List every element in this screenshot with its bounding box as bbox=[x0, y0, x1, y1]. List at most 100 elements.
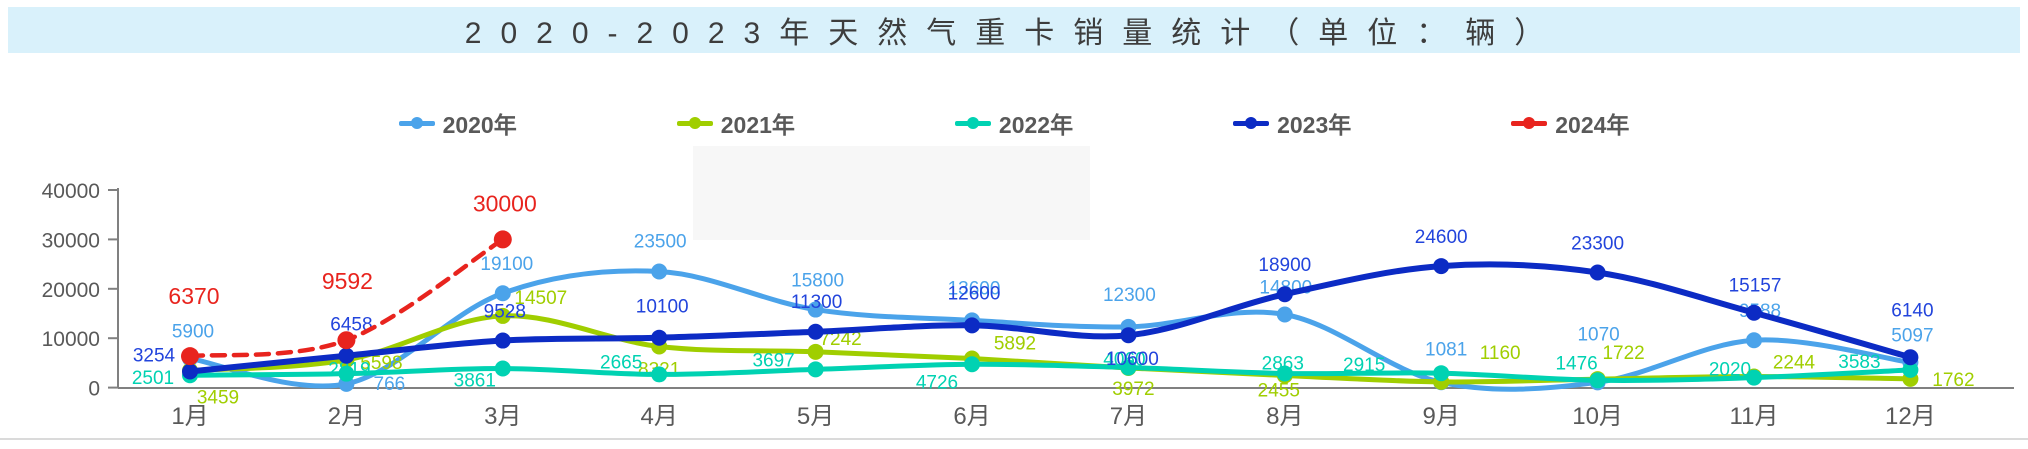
data-label-2022年-8月: 2863 bbox=[1262, 353, 1304, 374]
data-point-2023年-5月 bbox=[807, 323, 824, 340]
data-label-2022年-1月: 2501 bbox=[132, 368, 174, 389]
legend-item-2023: 2023年 bbox=[1233, 106, 1351, 140]
data-label-2023年-5月: 11300 bbox=[791, 292, 842, 313]
data-label-2022年-2月: 2819 bbox=[328, 360, 370, 381]
data-label-2020年-5月: 15800 bbox=[791, 271, 844, 292]
data-label-2021年-1月: 3459 bbox=[197, 388, 239, 409]
y-axis-tick-label: 0 bbox=[88, 378, 100, 401]
data-label-2023年-3月: 9528 bbox=[484, 302, 526, 323]
x-axis-month-label: 8月 bbox=[1266, 403, 1303, 430]
data-label-2023年-8月: 18900 bbox=[1258, 255, 1311, 276]
y-axis-tick-label: 40000 bbox=[42, 180, 100, 203]
data-label-2023年-6月: 12600 bbox=[948, 283, 1001, 304]
data-label-2021年-6月: 5892 bbox=[994, 333, 1036, 354]
legend-label: 2024年 bbox=[1555, 112, 1630, 138]
data-label-2021年-7月: 3972 bbox=[1112, 379, 1154, 400]
data-label-2020年-3月: 19100 bbox=[480, 254, 533, 275]
legend-item-2020: 2020年 bbox=[398, 106, 517, 140]
data-point-2023年-8月 bbox=[1276, 286, 1293, 303]
data-point-2020年-11月 bbox=[1746, 332, 1762, 349]
data-label-2023年-10月: 23300 bbox=[1571, 233, 1624, 254]
data-point-2023年-2月 bbox=[338, 347, 355, 364]
data-point-2023年-11月 bbox=[1746, 304, 1762, 321]
data-point-2023年-12月 bbox=[1902, 349, 1919, 366]
series-line-2023年 bbox=[187, 261, 1914, 375]
data-label-2022年-5月: 3697 bbox=[752, 350, 794, 371]
legend-label: 2023年 bbox=[1277, 112, 1352, 138]
legend-label: 2020年 bbox=[442, 112, 517, 138]
x-axis-month-label: 10月 bbox=[1572, 403, 1623, 430]
x-axis-month-label: 5月 bbox=[797, 403, 834, 430]
data-point-2021年-5月 bbox=[807, 343, 824, 360]
data-label-2024年-1月: 6370 bbox=[168, 283, 219, 309]
x-axis-month-label: 2月 bbox=[328, 403, 365, 430]
chart-legend: 2020年 2021年 2022年 2023年 2024年 bbox=[0, 106, 2028, 140]
data-point-2024年-2月 bbox=[337, 331, 356, 350]
legend-line-dot-icon bbox=[1511, 117, 1548, 129]
legend-label: 2021年 bbox=[720, 112, 795, 138]
data-label-2021年-12月: 1762 bbox=[1932, 370, 1974, 391]
legend-item-2022: 2022年 bbox=[954, 106, 1073, 140]
x-axis-month-label: 12月 bbox=[1885, 403, 1936, 430]
x-axis-month-label: 3月 bbox=[484, 403, 521, 430]
data-label-2021年-3月: 14507 bbox=[514, 288, 567, 309]
data-label-2020年-4月: 23500 bbox=[634, 232, 687, 253]
data-label-2023年-4月: 10100 bbox=[636, 297, 689, 318]
data-point-2022年-12月 bbox=[1902, 361, 1919, 378]
data-label-2024年-3月: 30000 bbox=[473, 190, 537, 216]
x-axis-month-label: 11月 bbox=[1730, 403, 1779, 430]
data-point-2020年-5月 bbox=[807, 301, 824, 318]
legend-item-2024: 2024年 bbox=[1511, 106, 1629, 140]
x-axis-month-label: 9月 bbox=[1423, 403, 1460, 430]
legend-line-dot-icon bbox=[398, 117, 435, 129]
legend-line-dot-icon bbox=[1233, 117, 1270, 129]
data-label-2020年-10月: 1070 bbox=[1577, 324, 1619, 345]
x-axis-month-label: 7月 bbox=[1110, 403, 1147, 430]
data-label-2020年-1月: 5900 bbox=[172, 321, 214, 342]
x-axis-month-label: 6月 bbox=[953, 403, 990, 430]
data-label-2021年-2月: 5598 bbox=[360, 353, 402, 374]
data-point-2024年-3月 bbox=[493, 230, 512, 249]
data-point-2020年-4月 bbox=[651, 263, 668, 280]
data-label-2020年-2月: 766 bbox=[374, 374, 406, 395]
data-label-2022年-4月: 2665 bbox=[600, 352, 642, 373]
data-label-2021年-10月: 1722 bbox=[1602, 343, 1644, 364]
data-label-2022年-7月: 4060 bbox=[1103, 350, 1145, 371]
legend-line-dot-icon bbox=[954, 117, 991, 129]
data-point-2023年-9月 bbox=[1433, 258, 1450, 275]
title-bar: 2020-2023年天然气重卡销量统计（单位：辆） bbox=[8, 7, 2020, 53]
data-point-2022年-3月 bbox=[494, 360, 511, 377]
x-axis-month-label: 1月 bbox=[171, 403, 208, 430]
data-point-2022年-4月 bbox=[651, 366, 668, 383]
data-point-2023年-10月 bbox=[1589, 264, 1606, 281]
data-point-2022年-7月 bbox=[1120, 359, 1137, 376]
series-line-2022年 bbox=[187, 361, 1913, 383]
data-label-2023年-11月: 15157 bbox=[1729, 276, 1782, 297]
data-label-2020年-6月: 13600 bbox=[948, 278, 1001, 299]
data-label-2024年-2月: 9592 bbox=[322, 268, 373, 294]
data-point-2020年-3月 bbox=[494, 285, 511, 302]
data-point-2022年-6月 bbox=[964, 356, 980, 373]
data-point-2022年-9月 bbox=[1433, 365, 1450, 382]
data-label-2023年-9月: 24600 bbox=[1415, 227, 1468, 248]
data-point-2022年-5月 bbox=[807, 361, 824, 378]
data-point-2023年-4月 bbox=[651, 329, 668, 346]
page-title: 2020-2023年天然气重卡销量统计（单位：辆） bbox=[464, 17, 1564, 50]
y-axis-tick-label: 20000 bbox=[42, 279, 100, 302]
background-artifact-box bbox=[693, 146, 1090, 240]
data-label-2021年-9月: 1160 bbox=[1480, 343, 1521, 364]
legend-item-2021: 2021年 bbox=[676, 106, 795, 140]
x-axis-month-label: 4月 bbox=[641, 403, 678, 430]
data-point-2022年-8月 bbox=[1276, 365, 1293, 382]
data-label-2022年-3月: 3861 bbox=[454, 371, 496, 392]
data-point-2023年-1月 bbox=[182, 363, 198, 380]
data-label-2023年-12月: 6140 bbox=[1891, 300, 1933, 321]
data-label-2023年-1月: 3254 bbox=[133, 346, 176, 367]
data-point-2023年-7月 bbox=[1120, 327, 1137, 344]
y-axis-tick-label: 30000 bbox=[42, 229, 100, 252]
data-label-2022年-6月: 4726 bbox=[916, 372, 958, 393]
data-point-2022年-2月 bbox=[338, 365, 355, 382]
legend-line-dot-icon bbox=[676, 117, 713, 129]
